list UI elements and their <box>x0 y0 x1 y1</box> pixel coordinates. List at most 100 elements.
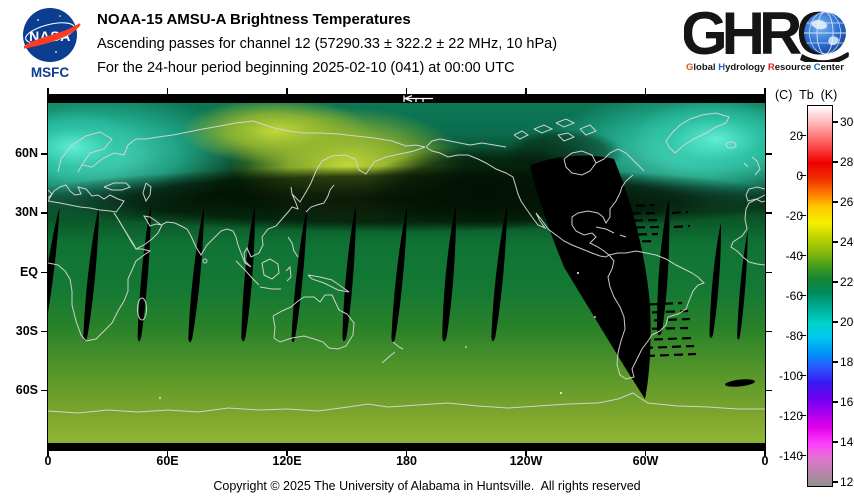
msfc-label: MSFC <box>31 65 69 80</box>
lat-label-30S: 30S <box>15 323 38 338</box>
lon-label-180-3: 180 <box>396 454 417 468</box>
lat-tick-left <box>41 153 48 155</box>
lon-label-120W-4: 120W <box>509 454 543 468</box>
lon-tick-bottom <box>764 450 766 456</box>
lon-tick-top <box>764 88 766 94</box>
kelvin-tick <box>832 441 838 443</box>
celsius-tick <box>800 454 806 457</box>
celsius-tick-label: -80 <box>785 328 803 343</box>
colorbar-quantity: Tb <box>799 88 814 102</box>
kelvin-tick <box>832 321 838 323</box>
kelvin-tick-label: 300 <box>840 115 854 129</box>
page-title: NOAA-15 AMSU-A Brightness Temperatures <box>97 11 411 28</box>
celsius-tick <box>800 254 806 257</box>
lat-tick-right <box>765 271 772 273</box>
kelvin-tick <box>832 281 838 283</box>
lat-tick-right <box>765 212 772 214</box>
kelvin-tick-label: 200 <box>840 315 854 329</box>
kelvin-tick-label: 160 <box>840 395 854 409</box>
nasa-logo-icon: NASA MSFC <box>23 8 81 80</box>
celsius-tick-label: -40 <box>785 248 803 263</box>
lat-label-EQ: EQ <box>19 264 38 279</box>
lat-label-60N: 60N <box>15 146 38 161</box>
brightness-temperature-map <box>47 94 766 451</box>
kelvin-tick-label: 240 <box>840 235 854 249</box>
lon-tick-bottom <box>405 450 408 456</box>
lon-tick-top <box>525 88 527 94</box>
ghrc-logo-icon: GHRC <box>681 0 849 67</box>
celsius-tick-label: -60 <box>785 288 803 303</box>
lon-tick-top <box>644 88 647 94</box>
lon-tick-bottom <box>525 450 527 456</box>
speckle-dots <box>159 272 596 399</box>
lon-tick-bottom <box>286 450 288 456</box>
colorbar-header: (C) Tb (K) <box>775 88 854 102</box>
celsius-tick-label: -120 <box>778 408 803 423</box>
celsius-tick <box>800 214 806 217</box>
kelvin-tick <box>832 161 838 163</box>
celsius-tick-label: 20 <box>789 128 803 143</box>
lat-tick-left <box>41 271 48 273</box>
kelvin-tick <box>832 201 838 203</box>
kelvin-tick-label: 220 <box>840 275 854 289</box>
lon-label-0-0: 0 <box>44 454 52 468</box>
ghrc-tagline-word: Hydrology <box>718 62 768 73</box>
ghrc-tagline-word: Center <box>813 62 844 73</box>
lon-tick-top <box>286 88 288 94</box>
lon-tick-top <box>166 88 169 94</box>
lon-tick-bottom <box>166 450 169 456</box>
south-pole-nodata-strip <box>48 443 765 450</box>
lon-tick-bottom <box>644 450 647 456</box>
scanline-dashes <box>603 203 697 358</box>
world-heatmap <box>48 95 765 450</box>
lon-label-60E-1: 60E <box>156 454 179 468</box>
ghrc-tagline-word: Global <box>686 62 719 73</box>
celsius-tick <box>800 414 806 417</box>
celsius-tick <box>800 134 806 137</box>
kelvin-tick-label: 140 <box>840 435 854 449</box>
coastlines <box>48 112 765 414</box>
americas-nodata-swath <box>530 155 651 399</box>
colorbar-unit-c: (C) <box>775 88 793 102</box>
subtitle-period: For the 24-hour period beginning 2025-02… <box>97 60 515 76</box>
lon-label-0-6: 0 <box>761 454 769 468</box>
lat-tick-left <box>41 212 48 214</box>
celsius-tick-label: -100 <box>778 368 803 383</box>
celsius-tick <box>800 174 806 177</box>
kelvin-tick-label: 260 <box>840 195 854 209</box>
colorbar-unit-k: (K) <box>820 88 838 102</box>
lat-tick-right <box>765 389 772 392</box>
lon-tick-bottom <box>47 450 49 456</box>
kelvin-tick-label: 120 <box>840 475 854 489</box>
small-nodata-streak <box>725 379 755 387</box>
subtitle-channel: Ascending passes for channel 12 (57290.3… <box>97 36 558 52</box>
copyright-line: Copyright © 2025 The University of Alaba… <box>213 479 641 493</box>
kelvin-tick <box>832 401 838 403</box>
lat-tick-right <box>765 330 772 333</box>
ghrc-logo: GHRC Global Hydrology Resource Center <box>681 0 852 82</box>
nasa-msfc-logo: NASA MSFC <box>8 4 92 80</box>
celsius-tick <box>800 334 806 337</box>
lon-label-120E-2: 120E <box>272 454 302 468</box>
ghrc-tagline: Global Hydrology Resource Center <box>686 62 852 73</box>
kelvin-tick <box>832 481 838 483</box>
celsius-tick-label: -140 <box>778 448 803 463</box>
celsius-tick-label: 0 <box>796 168 803 183</box>
kelvin-tick-label: 280 <box>840 155 854 169</box>
orbit-direction-arrow-icon <box>403 95 433 103</box>
kelvin-tick <box>832 361 838 363</box>
celsius-tick <box>800 374 806 377</box>
lon-tick-top <box>405 88 408 94</box>
lat-tick-left <box>41 389 48 392</box>
title-block: NOAA-15 AMSU-A Brightness Temperatures A… <box>97 8 697 80</box>
lat-label-60S: 60S <box>15 382 38 397</box>
celsius-tick <box>800 294 806 297</box>
kelvin-tick <box>832 121 838 123</box>
lat-tick-left <box>41 330 48 333</box>
ghrc-tagline-word: Resource <box>767 62 814 73</box>
celsius-tick-label: -20 <box>785 208 803 223</box>
colorbar <box>807 105 833 487</box>
lon-label-60W-5: 60W <box>632 454 659 468</box>
kelvin-tick <box>832 241 838 243</box>
